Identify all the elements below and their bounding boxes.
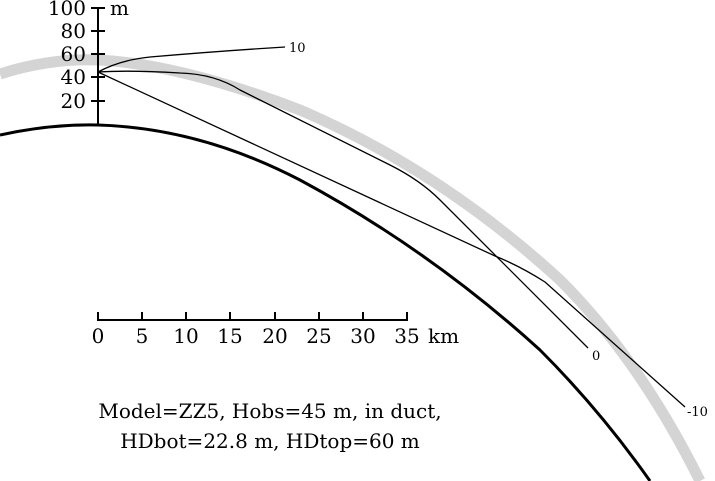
h-tick-label: 35 <box>394 324 419 348</box>
v-tick-label: 60 <box>61 42 86 66</box>
ray-labels: 10 0 -10 <box>289 41 708 420</box>
h-tick-label: 20 <box>262 324 287 348</box>
ray-minus-10 <box>97 71 686 408</box>
h-tick-label: 5 <box>136 324 149 348</box>
vertical-axis <box>91 7 105 125</box>
ray-label-10: 10 <box>289 41 306 56</box>
v-tick-label: 20 <box>61 89 86 113</box>
duct-top-curve <box>0 54 705 481</box>
horizontal-axis-unit: km <box>428 324 459 348</box>
h-tick-label: 0 <box>92 324 105 348</box>
ray-0 <box>97 70 589 349</box>
h-tick-label: 15 <box>217 324 242 348</box>
earth-surface-curve <box>0 123 652 481</box>
vertical-axis-unit: m <box>110 0 129 20</box>
horizontal-axis-tick-labels: 0 5 10 15 20 25 30 35 <box>92 324 420 348</box>
diagram-caption: Model=ZZ5, Hobs=45 m, in duct, HDbot=22.… <box>60 396 480 456</box>
ray-label-0: 0 <box>592 349 600 364</box>
h-tick-label: 25 <box>306 324 331 348</box>
h-tick-label: 10 <box>173 324 198 348</box>
v-tick-label: 100 <box>48 0 86 20</box>
ray-10 <box>97 46 286 73</box>
v-tick-label: 80 <box>61 19 86 43</box>
caption-line-2: HDbot=22.8 m, HDtop=60 m <box>120 429 420 453</box>
horizontal-axis <box>97 312 408 321</box>
v-tick-label: 40 <box>61 65 86 89</box>
vertical-axis-tick-labels: 100 80 60 40 20 <box>48 0 86 113</box>
ray-label-minus-10: -10 <box>687 405 708 420</box>
h-tick-label: 30 <box>350 324 375 348</box>
caption-line-1: Model=ZZ5, Hobs=45 m, in duct, <box>98 399 442 423</box>
